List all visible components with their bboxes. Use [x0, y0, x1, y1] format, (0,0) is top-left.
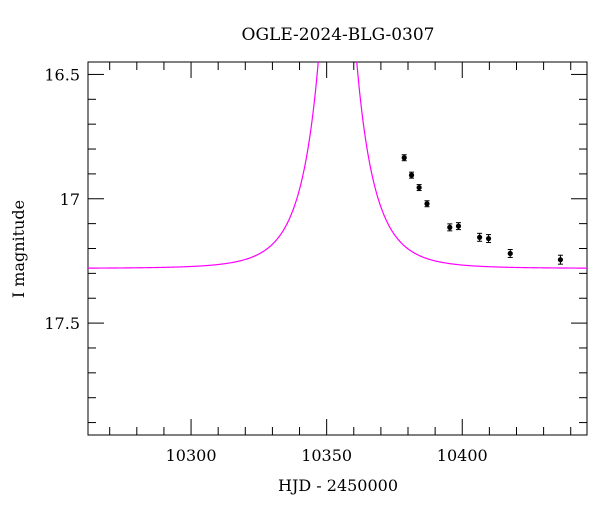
x-tick-label: 10300 — [166, 446, 217, 465]
data-point — [507, 250, 513, 257]
data-point — [401, 155, 407, 161]
axis-ticks — [88, 62, 587, 435]
data-points — [401, 154, 564, 265]
data-point — [477, 234, 483, 240]
y-tick-labels: 16.5 17 17.5 — [44, 65, 80, 333]
y-tick-label: 17.5 — [44, 314, 80, 333]
data-point — [485, 235, 492, 242]
x-tick-label: 10400 — [437, 446, 488, 465]
y-axis-label: I magnitude — [9, 200, 28, 298]
chart-title: OGLE-2024-BLG-0307 — [242, 25, 435, 45]
data-point — [424, 201, 430, 207]
y-tick-label: 16.5 — [44, 65, 80, 84]
x-axis-label: HJD - 2450000 — [278, 476, 398, 495]
x-tick-label: 10350 — [301, 446, 352, 465]
data-point — [447, 224, 453, 230]
y-tick-label: 17 — [60, 190, 80, 209]
plot-frame — [87, 61, 588, 436]
data-point — [557, 257, 564, 263]
data-point — [455, 223, 462, 229]
model-curve — [88, 62, 587, 269]
x-tick-labels: 10300 10350 10400 — [166, 446, 488, 465]
data-point — [408, 172, 415, 178]
data-point — [416, 184, 422, 191]
